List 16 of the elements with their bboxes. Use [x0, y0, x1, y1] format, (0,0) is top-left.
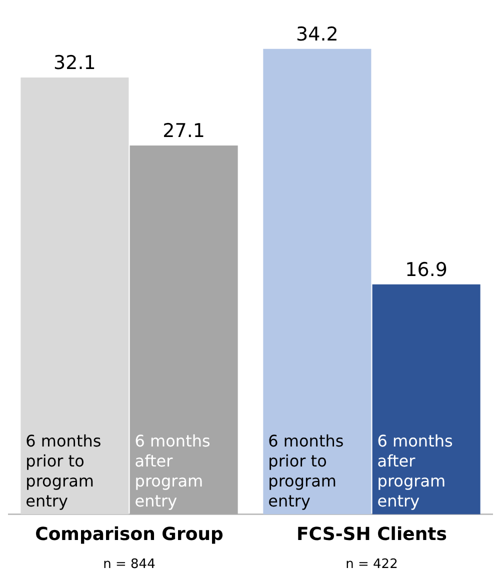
bar — [263, 48, 372, 514]
series-label: 6 months prior to program entry — [26, 431, 102, 510]
text: n = 844 — [103, 556, 156, 572]
bar — [20, 77, 129, 514]
series-label: 6 months after program entry — [134, 431, 210, 510]
text: 6 months after program entry — [377, 431, 453, 510]
bar — [372, 284, 480, 514]
bar — [130, 146, 238, 514]
text: 6 months prior to program entry — [268, 431, 344, 510]
data-label: 34.2 — [296, 23, 338, 46]
x-tick-label: FCS-SH Clients — [296, 524, 447, 545]
data-label: 16.9 — [405, 258, 448, 281]
x-tick-label: Comparison Group — [35, 524, 224, 545]
data-label: 27.1 — [162, 120, 205, 142]
text: n = 422 — [346, 556, 398, 572]
data-label: 32.1 — [54, 52, 96, 74]
